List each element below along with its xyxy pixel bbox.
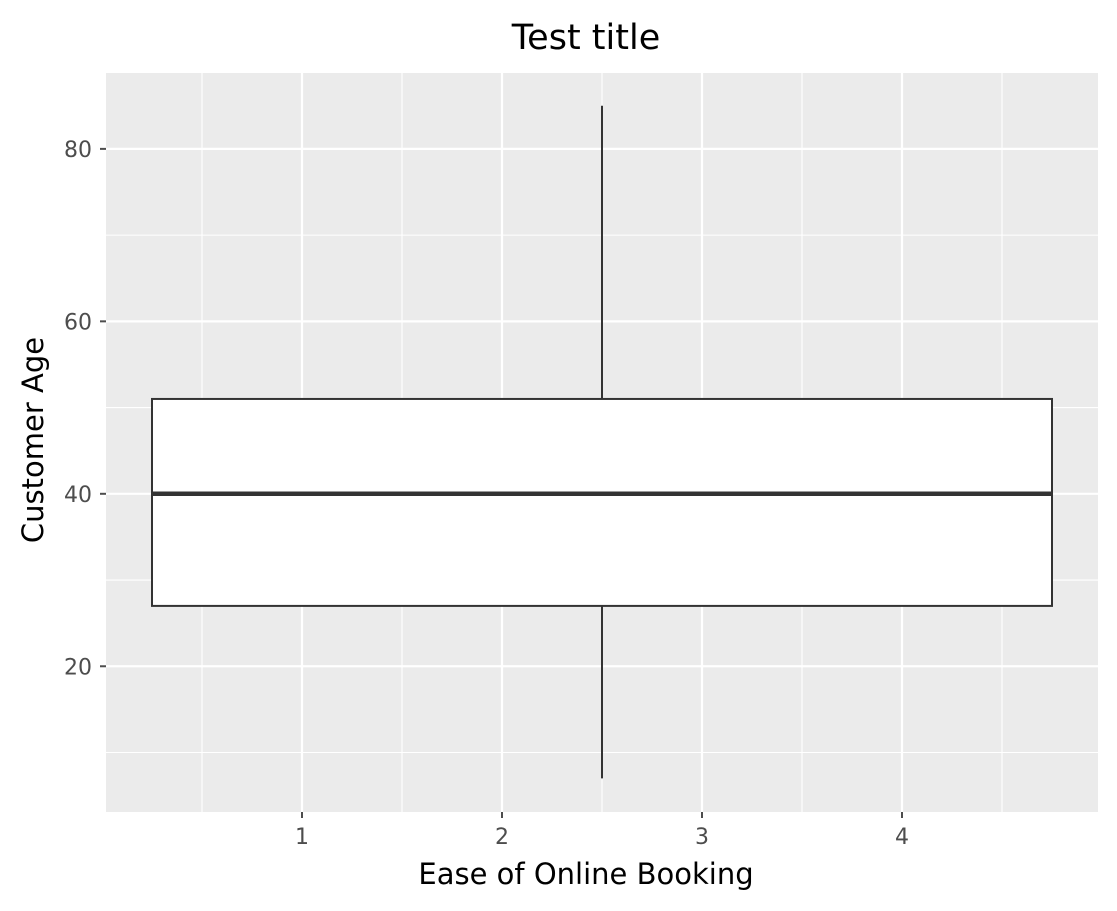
x-tick-label: 3 [695,825,709,850]
chart-title: Test title [511,18,660,58]
y-tick-label: 40 [64,483,92,508]
x-axis-label: Ease of Online Booking [418,857,753,891]
y-axis-label: Customer Age [16,337,50,543]
x-tick-label: 4 [895,825,909,850]
y-axis-ticks: 20 40 60 80 [64,138,106,680]
box-plot-marks [151,105,1053,779]
interquartile-box [151,397,1053,607]
y-tick-label: 60 [64,310,92,335]
y-tick-label: 20 [64,655,92,680]
y-tick-label: 80 [64,138,92,163]
x-axis-ticks: 1 2 3 4 [295,812,909,850]
x-tick-label: 2 [495,825,509,850]
x-tick-label: 1 [295,825,309,850]
